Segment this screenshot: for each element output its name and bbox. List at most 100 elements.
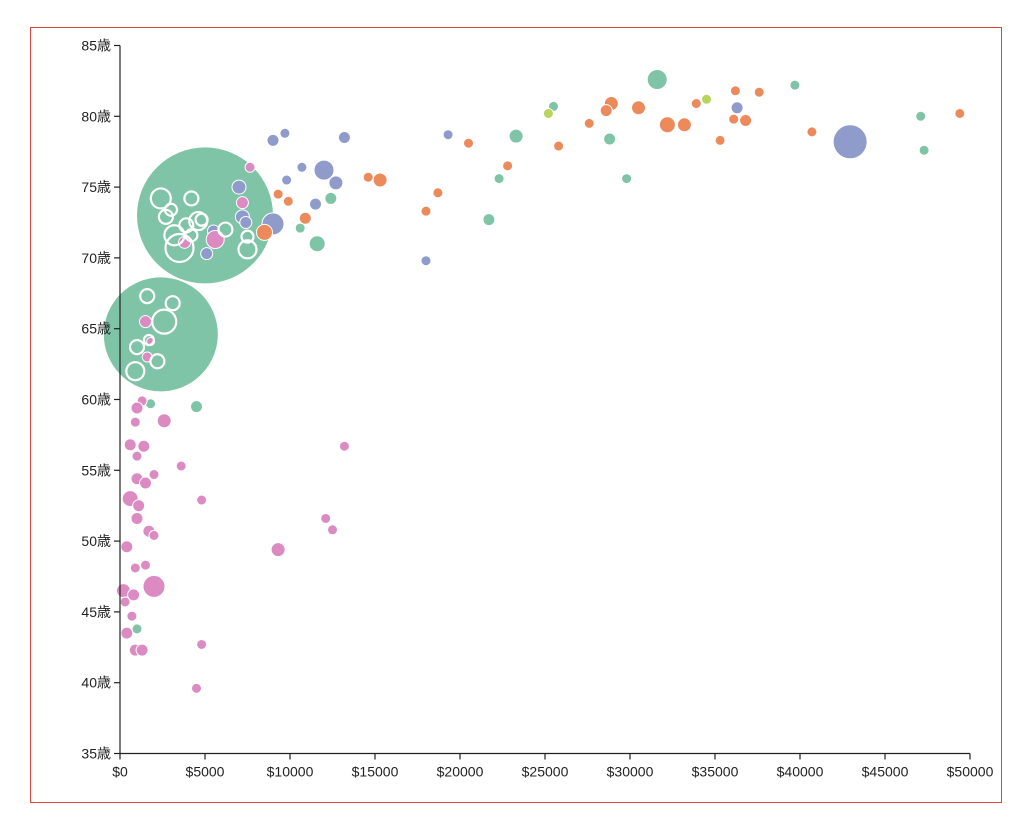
data-point-20: [832, 124, 868, 160]
y-tick-label: 60歳: [81, 392, 111, 408]
data-point-109: [217, 221, 234, 238]
data-point-39: [328, 175, 344, 191]
data-point-27: [266, 133, 280, 147]
y-tick-label: 35歳: [81, 746, 111, 762]
data-point-18: [676, 117, 692, 133]
y-tick: 70歳: [81, 250, 120, 266]
chart-frame: [30, 27, 1002, 803]
cluster-bubbles: [103, 147, 273, 392]
data-point-12: [954, 107, 966, 119]
data-point-53: [244, 161, 256, 173]
data-point-118: [142, 333, 155, 347]
data-point-10: [599, 104, 613, 118]
data-point-44: [309, 197, 322, 211]
x-tick: $25000: [522, 753, 569, 780]
data-point-115: [139, 288, 156, 305]
x-tick: $10000: [267, 753, 314, 780]
data-point-25: [337, 131, 351, 145]
data-point-17: [658, 116, 676, 134]
data-point-86: [120, 626, 134, 640]
data-point-88: [135, 643, 149, 657]
data-point-57: [130, 401, 144, 415]
y-tick: 50歳: [81, 533, 120, 549]
data-point-4: [701, 93, 712, 105]
data-point-71: [130, 511, 144, 525]
data-point-51: [308, 235, 326, 253]
x-tick-label: $45000: [862, 764, 909, 780]
y-tick-label: 55歳: [81, 462, 111, 478]
data-point-75: [148, 529, 160, 541]
data-point-103: [149, 187, 172, 210]
data-point-113: [164, 232, 195, 264]
data-point-23: [508, 128, 524, 144]
data-point-107: [188, 210, 209, 232]
data-point-7: [631, 100, 646, 116]
data-point-48: [294, 222, 306, 234]
data-point-26: [279, 127, 291, 139]
data-point-72: [320, 512, 332, 524]
data-point-37: [362, 171, 374, 183]
data-point-119: [128, 339, 146, 356]
data-point-16: [583, 117, 595, 129]
y-tick: 75歳: [81, 179, 120, 195]
y-tick: 45歳: [81, 604, 120, 620]
y-tick-label: 45歳: [81, 604, 111, 620]
data-point-19: [806, 126, 818, 138]
y-tick: 65歳: [81, 321, 120, 337]
data-point-36: [372, 172, 388, 188]
y-tick: 80歳: [81, 108, 120, 124]
data-point-99: [139, 315, 152, 329]
data-point-15: [739, 114, 753, 128]
data-point-69: [132, 499, 146, 513]
data-point-83: [119, 596, 131, 608]
data-point-63: [131, 450, 143, 462]
x-tick: $35000: [692, 753, 739, 780]
data-point-1: [789, 79, 801, 91]
data-point-76: [120, 540, 134, 554]
x-tick-label: $20000: [437, 764, 484, 780]
data-point-67: [139, 476, 152, 490]
data-point-3: [753, 86, 765, 98]
data-point-104: [183, 190, 200, 207]
data-point-70: [196, 494, 208, 506]
y-tick: 85歳: [81, 38, 120, 54]
data-point-79: [129, 562, 141, 574]
data-point-52: [420, 255, 432, 267]
data-point-78: [140, 559, 151, 571]
data-point-82: [127, 588, 141, 602]
data-point-31: [502, 160, 514, 172]
data-point-28: [463, 137, 474, 149]
data-point-24: [442, 129, 454, 141]
data-point-92: [235, 196, 249, 210]
data-point-45: [420, 205, 432, 217]
data-point-89: [196, 638, 208, 650]
x-tick: $45000: [862, 753, 909, 780]
x-tick: $30000: [607, 753, 654, 780]
data-point-5: [690, 98, 702, 110]
x-tick: $15000: [352, 753, 399, 780]
data-point-59: [129, 416, 141, 428]
y-tick: 40歳: [81, 675, 120, 691]
data-point-13: [915, 110, 927, 122]
data-point-91: [231, 179, 247, 195]
data-points: [115, 68, 966, 694]
data-point-117: [151, 308, 178, 335]
data-point-84: [126, 610, 138, 622]
data-point-2: [729, 85, 741, 97]
y-tick-label: 85歳: [81, 38, 111, 54]
x-tick-label: $0: [112, 764, 128, 780]
x-tick-label: $50000: [947, 764, 994, 780]
y-tick-label: 65歳: [81, 321, 111, 337]
data-point-43: [282, 195, 294, 207]
data-point-116: [164, 295, 181, 312]
x-tick: $0: [112, 753, 128, 780]
data-point-55: [190, 400, 203, 414]
data-point-120: [149, 353, 166, 370]
data-point-38: [281, 174, 293, 186]
data-point-80: [142, 574, 166, 598]
data-point-106: [157, 208, 174, 225]
data-point-41: [272, 188, 284, 200]
data-point-85: [131, 623, 143, 635]
y-tick-label: 75歳: [81, 179, 111, 195]
